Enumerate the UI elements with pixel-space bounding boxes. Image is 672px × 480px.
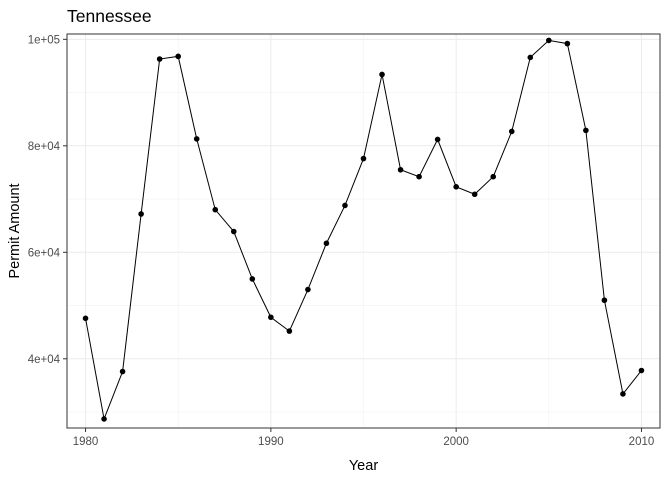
data-point <box>490 173 497 180</box>
x-axis: 1980 1990 2000 2010 <box>73 428 655 448</box>
data-point <box>397 166 404 173</box>
data-point <box>601 297 608 304</box>
data-point <box>175 53 181 60</box>
x-tick-label: 1990 <box>258 436 284 448</box>
y-tick-label: 8e+04 <box>28 141 61 153</box>
y-axis-title: Permit Amount <box>7 183 23 278</box>
data-point <box>342 202 348 209</box>
data-point <box>453 184 459 190</box>
data-point <box>471 191 478 198</box>
data-point <box>230 228 237 235</box>
data-point <box>249 276 256 282</box>
y-tick-label: 4e+04 <box>28 354 61 366</box>
data-point <box>119 368 126 375</box>
data-point <box>527 54 534 61</box>
data-point <box>508 128 515 135</box>
data-point <box>360 155 367 162</box>
data-point <box>620 391 626 397</box>
x-axis-title: Year <box>349 458 378 474</box>
data-point <box>416 173 422 180</box>
data-point <box>323 240 330 247</box>
data-point <box>546 37 552 44</box>
data-point <box>268 314 274 321</box>
y-tick-label: 1e+05 <box>28 34 60 46</box>
y-tick-label: 6e+04 <box>28 247 61 259</box>
data-point <box>286 328 293 334</box>
data-point <box>101 416 107 422</box>
data-point <box>82 315 89 322</box>
data-point <box>379 71 385 78</box>
data-point <box>305 286 311 293</box>
x-tick-label: 2000 <box>443 436 469 448</box>
minor-gridlines <box>67 34 660 428</box>
data-point <box>564 40 571 47</box>
x-tick-label: 2010 <box>629 436 655 448</box>
y-axis: 4e+04 6e+04 8e+04 1e+05 <box>28 34 67 366</box>
data-point <box>638 367 645 374</box>
data-point <box>212 206 219 213</box>
data-point <box>156 56 163 62</box>
major-gridlines <box>67 34 660 428</box>
x-tick-label: 1980 <box>73 436 99 448</box>
data-point <box>583 127 589 134</box>
data-point <box>193 136 200 142</box>
panel-border <box>66 33 661 429</box>
data-point <box>434 136 441 143</box>
data-point <box>138 211 144 217</box>
series-layer <box>82 37 645 422</box>
chart-title: Tennessee <box>67 6 152 26</box>
